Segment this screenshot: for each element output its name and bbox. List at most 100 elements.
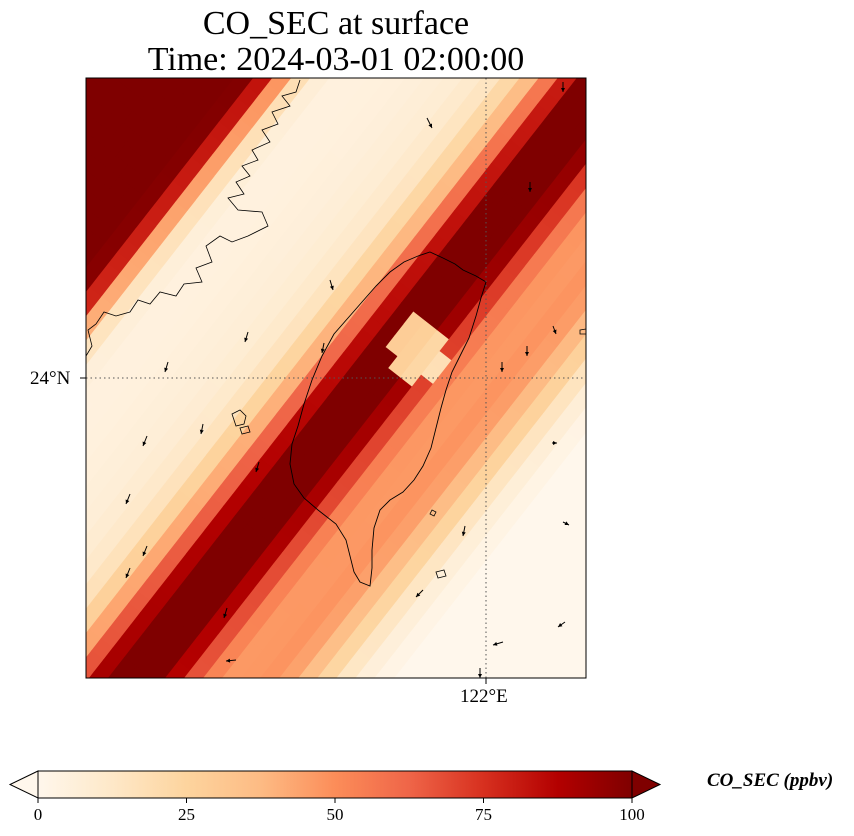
field-cell [232,44,254,66]
field-cell [59,290,81,312]
field-cell [600,84,622,106]
field-cell [403,44,425,66]
field-cell [297,78,320,80]
map-subtitle-time: Time: 2024-03-01 02:00:00 [147,41,525,78]
field-cell [286,48,308,70]
field-cell [201,667,224,678]
field-cell [52,665,74,687]
wind-vector-head [558,623,563,627]
field-cell [265,51,287,73]
field-cell [468,78,491,80]
coastlines [86,79,586,587]
field-cell [457,49,479,71]
field-cell [244,53,266,75]
wind-vector-head [320,348,325,353]
field-cell [49,644,71,666]
field-cell [499,43,521,65]
map-title: CO_SEC at surface [202,5,470,42]
field-cell [150,685,172,707]
field-cell [211,47,233,69]
field-cell [75,683,97,705]
field-cell [62,311,84,333]
field-cell [115,48,137,70]
field-cell [288,678,310,700]
field-cell [55,344,77,366]
wind-vector-head [142,551,147,556]
wind-vector-head [552,329,557,334]
field-cell [595,42,617,64]
island-coastline [231,328,586,579]
field-cell [54,77,76,99]
taiwan-coastline [289,251,487,587]
field-cell [61,653,83,675]
longitude-tick-label: 122°E [460,686,508,707]
field-cell [57,98,79,120]
field-cell [86,598,87,621]
field-cell [340,52,362,74]
field-cell [588,75,610,97]
colorbar-tick-label: 75 [475,805,492,824]
wind-vector-head [428,123,432,128]
wind-vector-head [561,88,565,92]
field-cell [598,63,620,85]
field-cell [54,686,76,708]
field-cell [54,248,76,270]
field-cell [596,138,618,160]
field-cell [138,675,161,678]
field-cell [490,55,512,77]
field-cell [56,440,78,462]
field-cell [584,129,586,151]
field-cell [300,688,322,710]
field-cell [318,663,341,678]
field-cell [183,691,205,713]
colorbar-tick-label: 0 [33,805,43,824]
wind-vector-head [564,521,569,525]
field-cell [126,666,149,678]
field-cell [58,194,80,216]
colorbar-tick-label: 50 [326,805,344,824]
field-cell [136,45,158,67]
field-cell [424,42,446,64]
wind-vector-head [164,367,169,372]
field-cell [51,398,73,420]
field-cell [63,407,85,429]
wind-vector-head [478,674,482,678]
wind-vector-head [525,352,529,356]
field-cell [585,225,586,247]
field-cell [415,54,437,76]
field-cell [596,309,618,331]
wind-vector-head [223,613,228,618]
field-cell [372,667,395,678]
field-cell [59,461,81,483]
field-cell [253,41,275,63]
field-cell [53,152,75,174]
field-cell [225,686,247,708]
field-cell [594,117,616,139]
field-cell [52,323,74,345]
wind-vector-head [142,441,147,446]
field-cell [361,50,383,72]
field-cell [258,693,280,715]
field-cell [591,96,613,118]
field-cell [279,690,301,712]
field-cell [590,171,612,193]
field-cell [56,269,78,291]
wind-vector-head [255,467,260,472]
field-cell [574,45,596,67]
field-cell [598,330,620,352]
field-cell [354,692,376,714]
field-cell [319,55,341,77]
colorbar-tick-label: 100 [619,805,645,824]
field-cell [342,682,364,704]
field-cell [307,46,329,68]
field-cell [564,78,586,79]
field-cell [62,140,84,162]
field-cell [50,131,72,153]
field-cell [586,54,608,76]
field-cell [51,569,73,591]
field-cell [592,363,614,385]
field-cell [126,78,149,79]
field-cell [267,681,289,703]
field-cell [61,44,83,66]
field-cell [86,523,89,546]
